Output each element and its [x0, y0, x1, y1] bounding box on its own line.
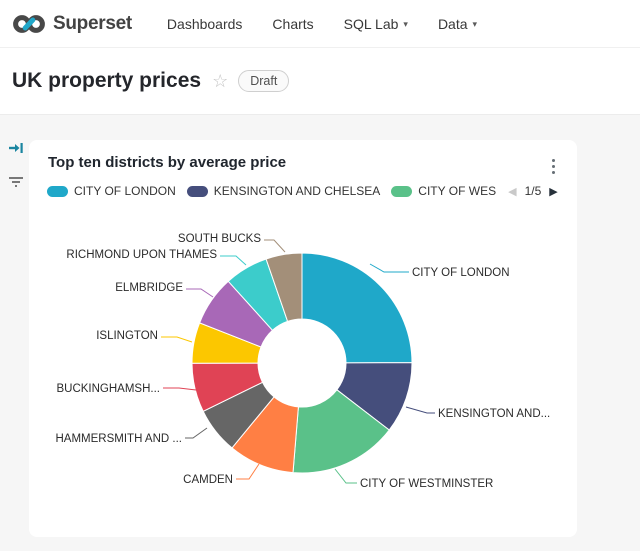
- legend-swatch: [186, 185, 208, 197]
- nav-item-label: Data: [437, 15, 468, 32]
- slice-label: SOUTH BUCKS: [178, 233, 261, 245]
- label-leader-line: [334, 468, 357, 484]
- slice-label: CITY OF LONDON: [412, 267, 510, 279]
- slice-label: CAMDEN: [183, 474, 233, 486]
- chart-legend: CITY OF LONDON KENSINGTON AND CHELSEA CITY…: [47, 184, 558, 198]
- top-navbar: Superset Dashboards Charts SQL Lab ▾ Data ▾: [0, 0, 640, 48]
- favorite-star-icon[interactable]: ☆: [212, 71, 229, 91]
- legend-item[interactable]: CITY OF LONDON: [47, 184, 176, 198]
- caret-down-icon: ▾: [472, 19, 478, 29]
- caret-down-icon: ▾: [403, 19, 408, 29]
- slice-label: RICHMOND UPON THAMES: [66, 249, 217, 261]
- label-leader-line: [236, 463, 260, 480]
- nav-item-charts[interactable]: Charts: [257, 0, 328, 47]
- chart-title: Top ten districts by average price: [48, 154, 287, 171]
- legend-prev-icon[interactable]: ◀: [508, 185, 517, 198]
- slice-label: HAMMERSMITH AND ...: [55, 433, 182, 445]
- slice-label: ELMBRIDGE: [115, 282, 183, 294]
- filter-bar-collapsed: [6, 141, 26, 193]
- page-title: UK property prices: [12, 69, 202, 92]
- legend-label: CITY OF WES: [418, 184, 497, 198]
- pie-slice-10[interactable]: [265, 252, 303, 323]
- label-leader-line: [186, 288, 214, 298]
- label-leader-line: [405, 406, 435, 414]
- nav-item-dashboards[interactable]: Dashboards: [152, 0, 258, 47]
- nav-item-label: Charts: [272, 15, 314, 32]
- legend-page-indicator: 1/5: [524, 184, 542, 198]
- legend-item[interactable]: KENSINGTON AND CHELSEA: [186, 184, 381, 198]
- nav-menu: Dashboards Charts SQL Lab ▾ Data ▾: [152, 0, 492, 47]
- label-leader-line: [185, 427, 208, 439]
- label-leader-line: [369, 263, 409, 273]
- nav-item-data[interactable]: Data ▾: [423, 0, 492, 47]
- slice-label: KENSINGTON AND...: [438, 408, 550, 420]
- slice-label: CITY OF WESTMINSTER: [360, 478, 493, 490]
- nav-item-label: SQL Lab: [343, 15, 399, 32]
- superset-infinity-icon: [13, 14, 45, 33]
- label-leader-line: [163, 387, 197, 391]
- label-leader-line: [220, 255, 247, 266]
- slice-label: BUCKINGHAMSH...: [56, 383, 160, 395]
- legend-next-icon[interactable]: ▶: [549, 185, 558, 198]
- slice-label: ISLINGTON: [96, 330, 158, 342]
- chart-card-header: Top ten districts by average price: [29, 140, 577, 178]
- donut-chart: CITY OF LONDON KENSINGTON AND... CITY OF W…: [55, 233, 550, 490]
- legend-label: KENSINGTON AND CHELSEA: [213, 184, 381, 198]
- expand-filter-bar-icon[interactable]: [8, 141, 24, 160]
- filter-icon[interactable]: [9, 175, 23, 193]
- nav-item-sql-lab[interactable]: SQL Lab ▾: [329, 0, 423, 47]
- draft-status-badge: Draft: [238, 70, 290, 92]
- chart-card: Top ten districts by average price CITY …: [29, 140, 577, 537]
- brand-name: Superset: [53, 12, 132, 34]
- legend-swatch: [391, 185, 413, 197]
- legend-swatch: [47, 185, 68, 197]
- pie-slice-1[interactable]: [301, 252, 413, 364]
- superset-logo[interactable]: Superset: [12, 12, 132, 36]
- legend-item[interactable]: CITY OF WES: [391, 184, 496, 198]
- legend-label: CITY OF LONDON: [74, 184, 176, 198]
- legend-pager: ◀ 1/5 ▶: [508, 184, 558, 198]
- pie-slice-3[interactable]: [292, 389, 390, 474]
- dashboard-header: UK property prices ☆ Draft: [0, 48, 640, 115]
- label-leader-line: [264, 239, 286, 253]
- label-leader-line: [161, 336, 193, 343]
- chart-options-kebab-icon[interactable]: [546, 155, 561, 178]
- nav-item-label: Dashboards: [166, 15, 243, 32]
